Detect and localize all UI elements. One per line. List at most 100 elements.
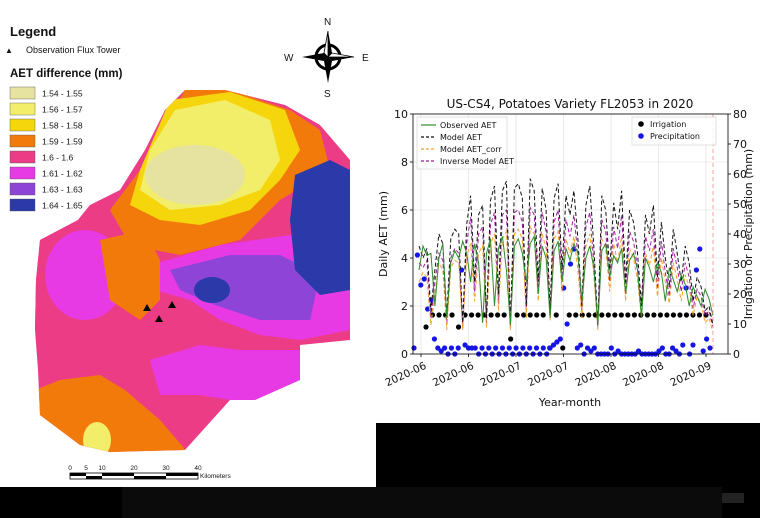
compass-n: N — [324, 17, 331, 28]
aet-series-lines — [418, 178, 714, 333]
irrigation-point — [501, 312, 507, 318]
precipitation-point — [707, 345, 713, 351]
irrigation-point — [612, 312, 618, 318]
precipitation-point — [635, 348, 642, 354]
precipitation-point — [567, 261, 574, 267]
precipitation-point — [442, 345, 448, 351]
aet-legend-label: 1.59 - 1.59 — [42, 137, 83, 147]
irrigation-point — [540, 312, 546, 318]
scale-tick-label: 20 — [130, 465, 138, 472]
precipitation-point — [578, 342, 584, 348]
precipitation-point — [513, 345, 519, 351]
precipitation-point — [493, 345, 499, 351]
aet-legend-swatch — [9, 182, 36, 196]
irrigation-point — [573, 312, 579, 318]
legend-right-marker — [638, 121, 644, 127]
y-axis-left-label: Daily AET (mm) — [377, 191, 390, 277]
irrigation-point — [495, 312, 501, 318]
aet-legend-title: AET difference (mm) — [10, 68, 123, 80]
precipitation-point — [479, 345, 485, 351]
precipitation-point — [421, 276, 427, 282]
chart-title: US-CS4, Potatoes Variety FL2053 in 2020 — [447, 97, 694, 111]
irrigation-point — [521, 312, 527, 318]
aet-difference-map: Legend ▲ Observation Flux Tower AET diff… — [5, 17, 369, 480]
precipitation-point — [591, 345, 597, 351]
precipitation-point — [455, 345, 461, 351]
y-right-tick-label: 20 — [733, 288, 747, 301]
aet-timeseries-panel: 0 2 4 6 8 10 0 10 20 30 40 50 60 70 80 2020-06 2020-06… — [376, 0, 760, 423]
precipitation-point — [499, 345, 506, 351]
precipitation-point — [418, 282, 424, 288]
irrigation-point — [664, 312, 670, 318]
irrigation-point — [468, 312, 475, 318]
y-left-tick-label: 8 — [401, 156, 408, 169]
irrigation-point — [631, 312, 637, 318]
precipitation-point — [680, 342, 686, 348]
precipitation-point — [673, 348, 679, 354]
precipitation-point — [700, 348, 706, 354]
precipitation-point — [462, 342, 468, 348]
precipitation-point — [533, 345, 540, 351]
irrigation-point — [449, 312, 455, 318]
aet-difference-map-panel: Legend ▲ Observation Flux Tower AET diff… — [0, 0, 375, 487]
precipitation-point — [615, 348, 621, 354]
bottom-bar-mark — [722, 493, 744, 503]
aet-legend-items: 1.54 - 1.55 1.56 - 1.57 1.58 - 1.58 1.59 - … — [9, 86, 83, 212]
precipitation-point — [506, 345, 512, 351]
precipitation-point — [588, 348, 594, 354]
precipitation-point — [425, 306, 431, 312]
flux-tower-marker — [155, 315, 163, 322]
y-right-tick-label: 10 — [733, 318, 747, 331]
irrigation-point — [475, 312, 481, 318]
precipitation-point — [584, 345, 591, 351]
aet-legend-swatch — [9, 166, 36, 180]
precipitation-point — [520, 345, 526, 351]
precipitation-point — [557, 336, 563, 342]
raster-central-orange — [100, 230, 160, 320]
precipitation-point — [693, 267, 699, 273]
legend-right: Irrigation Precipitation — [631, 116, 717, 146]
compass-s: S — [324, 89, 331, 100]
precipitation-point — [486, 345, 492, 351]
aet-legend-swatch — [9, 86, 36, 100]
series-line-model-aet — [418, 178, 714, 326]
y-axis-right-ticks: 0 10 20 30 40 50 60 70 80 — [728, 108, 747, 361]
y-left-tick-label: 10 — [394, 108, 408, 121]
y-axis-left-ticks: 0 2 4 6 8 10 — [394, 108, 413, 361]
legend-left-label: Model AET_corr — [440, 145, 502, 154]
irrigation-point — [534, 312, 540, 318]
scale-tick-label: 0 — [68, 465, 72, 472]
irrigation-point — [514, 312, 520, 318]
legend-right-label: Irrigation — [650, 120, 686, 129]
series-line-inverse-model-aet — [418, 205, 714, 328]
compass-w: W — [284, 53, 294, 64]
scale-unit: Kilometers — [200, 473, 231, 480]
precipitation-point — [554, 339, 560, 345]
raster-east-purple — [170, 255, 320, 320]
y-right-tick-label: 70 — [733, 138, 747, 151]
raster-south-magenta — [150, 345, 300, 400]
irrigation-point — [586, 312, 592, 318]
precipitation-point — [697, 246, 703, 252]
precipitation-point — [690, 342, 696, 348]
aet-legend-label: 1.61 - 1.62 — [42, 169, 83, 179]
aet-legend-swatch — [9, 118, 36, 132]
legend-title: Legend — [10, 24, 56, 39]
y-left-tick-label: 0 — [401, 348, 408, 361]
scale-tick-label: 5 — [84, 465, 88, 472]
precipitation-point — [448, 345, 455, 351]
precipitation-point — [527, 345, 533, 351]
irrigation-point — [508, 336, 514, 342]
raster-east-blue — [290, 160, 350, 295]
precipitation-point — [564, 321, 570, 327]
series-line-model-aet-corr — [418, 225, 714, 333]
aet-raster — [35, 90, 350, 452]
precipitation-point — [669, 345, 676, 351]
scale-tick-label: 30 — [162, 465, 170, 472]
precipitation-point — [411, 345, 417, 351]
irrigation-point — [560, 345, 566, 351]
irrigation-points — [423, 312, 709, 351]
scale-tick-labels: 0 5 10 20 30 40 — [68, 465, 202, 472]
y-right-tick-label: 80 — [733, 108, 747, 121]
irrigation-point — [488, 312, 494, 318]
